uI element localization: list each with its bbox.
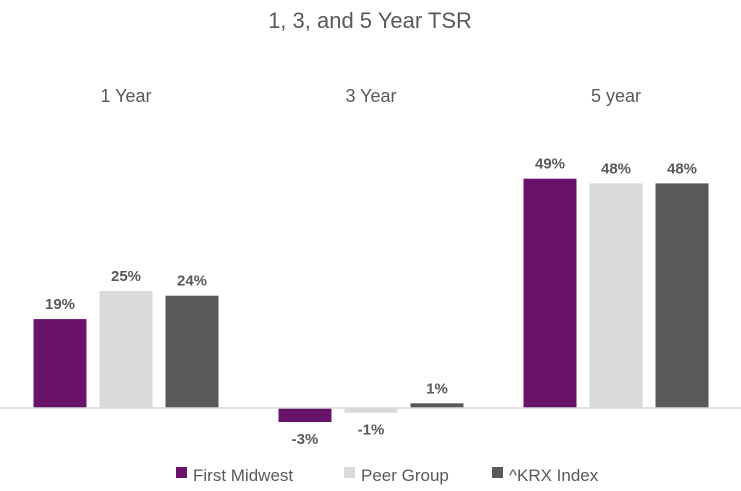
- data-labels: 19% -3% 49% 25% -1% 48% 24% 1% 48%: [45, 156, 697, 448]
- value-label-first-midwest-5-year: 49%: [535, 156, 565, 173]
- bar-peer-group-5-year: [589, 183, 643, 408]
- value-label-peer-group-5-year: 48%: [601, 160, 631, 177]
- legend: First Midwest Peer Group ^KRX Index: [176, 466, 599, 485]
- value-label-krx-index-5-year: 48%: [667, 160, 697, 177]
- bar-first-midwest-5-year: [523, 178, 577, 408]
- bar-krx-index-5-year: [655, 183, 709, 408]
- category-label-5-year: 5 year: [591, 86, 641, 106]
- legend-label-peer-group: Peer Group: [361, 466, 449, 485]
- group-labels: 1 Year 3 Year 5 year: [100, 86, 641, 106]
- category-label-1-year: 1 Year: [100, 86, 151, 106]
- legend-label-first-midwest: First Midwest: [193, 466, 293, 485]
- value-label-krx-index-1-year: 24%: [177, 273, 207, 290]
- value-label-first-midwest-1-year: 19%: [45, 296, 75, 313]
- bar-peer-group-1-year: [99, 291, 153, 408]
- bar-krx-index-3-year: [410, 403, 464, 408]
- legend-swatch-first-midwest: [176, 467, 187, 478]
- value-label-peer-group-1-year: 25%: [111, 268, 141, 285]
- value-label-first-midwest-3-year: -3%: [292, 431, 319, 448]
- bar-first-midwest-3-year: [278, 408, 332, 422]
- value-label-peer-group-3-year: -1%: [358, 422, 385, 439]
- chart-title: 1, 3, and 5 Year TSR: [268, 8, 472, 33]
- value-label-krx-index-3-year: 1%: [426, 380, 448, 397]
- bar-peer-group-3-year: [344, 408, 398, 413]
- bar-first-midwest-1-year: [33, 319, 87, 408]
- bars: [33, 178, 709, 422]
- category-label-3-year: 3 Year: [345, 86, 396, 106]
- bar-krx-index-1-year: [165, 295, 219, 408]
- legend-swatch-peer-group: [344, 467, 355, 478]
- legend-label-krx-index: ^KRX Index: [509, 466, 599, 485]
- legend-swatch-krx-index: [492, 467, 503, 478]
